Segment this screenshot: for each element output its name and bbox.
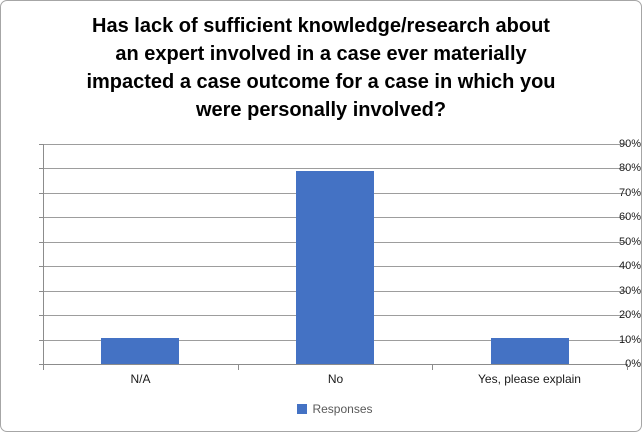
y-axis-tick [39,242,43,243]
legend-swatch [297,404,308,414]
x-axis-tick [43,365,44,370]
x-axis-tick [238,365,239,370]
y-axis-tick [39,168,43,169]
chart-title: Has lack of sufficient knowledge/researc… [1,12,641,124]
x-axis-label: N/A [130,372,151,386]
chart-title-line: Has lack of sufficient knowledge/researc… [92,15,550,37]
y-axis-tick [39,144,43,145]
bar-n-a [101,338,179,364]
y-axis-tick [39,315,43,316]
gridline [43,168,627,169]
y-axis-tick [39,217,43,218]
y-axis-line [43,144,44,370]
chart-title-line: an expert involved in a case ever materi… [115,43,527,65]
y-axis-tick [39,193,43,194]
bar-yes-please-explain [491,338,569,364]
gridline [43,144,627,145]
x-axis-line [43,364,628,365]
y-axis-label: 0% [625,358,641,370]
y-axis-tick [39,266,43,267]
y-axis-tick [39,364,43,365]
legend-label: Responses [312,402,373,416]
plot-area [43,144,627,364]
y-axis-label: 90% [618,138,641,150]
y-axis-label: 60% [618,211,641,223]
x-axis-label: Yes, please explain [478,372,581,386]
y-axis-label: 50% [618,236,641,248]
legend: Responses [43,402,627,416]
bar-no [296,171,374,364]
y-axis-label: 20% [618,309,641,321]
y-axis-tick [39,291,43,292]
y-axis-label: 40% [618,260,641,272]
chart-title-line: impacted a case outcome for a case in wh… [86,71,556,93]
y-axis-label: 10% [618,334,641,346]
x-axis-tick [627,365,628,370]
y-axis-label: 30% [618,285,641,297]
chart-title-line: were personally involved? [195,99,447,121]
y-axis-label: 80% [618,162,641,174]
x-axis-label: No [327,372,344,386]
y-axis-label: 70% [618,187,641,199]
y-axis-tick [39,340,43,341]
x-axis-tick [432,365,433,370]
